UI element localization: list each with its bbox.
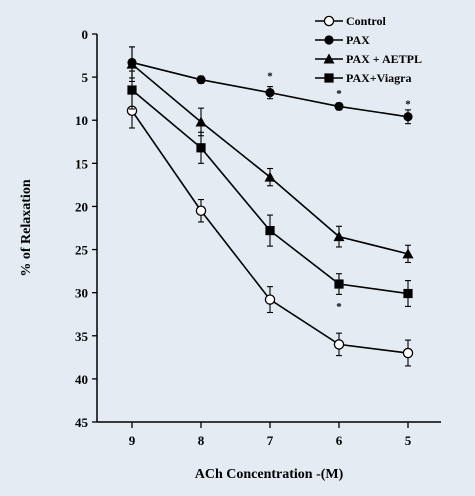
significance-asterisk: * (336, 301, 342, 313)
y-tick-label: 15 (75, 156, 89, 171)
significance-asterisk: * (336, 88, 342, 100)
y-tick-label: 20 (75, 199, 88, 214)
data-point (333, 339, 345, 350)
y-tick-label: 40 (75, 372, 88, 387)
legend-label: PAX + AETPL (346, 52, 422, 66)
legend-marker (323, 53, 335, 64)
x-tick-label: 7 (267, 433, 274, 448)
data-point (333, 231, 345, 242)
legend-item: PAX + AETPL (315, 52, 422, 66)
x-axis-title: ACh Concentration -(M) (195, 467, 344, 482)
legend-item: PAX+Viagra (315, 71, 412, 85)
x-tick-label: 9 (129, 433, 136, 448)
x-tick-label: 5 (405, 433, 412, 448)
series-pax-aetpl (126, 46, 414, 264)
legend-label: Control (346, 14, 386, 28)
y-tick-label: 25 (75, 243, 89, 258)
x-tick-label: 6 (336, 433, 343, 448)
series-pax-viagra (127, 70, 413, 308)
y-tick-label: 35 (75, 329, 89, 344)
data-point (265, 88, 275, 98)
legend-marker (324, 73, 334, 83)
legend-label: PAX+Viagra (346, 71, 412, 85)
data-point (334, 101, 344, 112)
y-axis-title: % of Relaxation (19, 179, 34, 276)
data-point (402, 248, 414, 259)
data-point (334, 279, 344, 289)
significance-asterisk: * (267, 71, 273, 83)
y-tick-label: 5 (82, 70, 89, 85)
data-point (403, 288, 413, 299)
legend-marker (323, 15, 335, 27)
data-point (126, 58, 138, 69)
data-point (195, 116, 207, 127)
legend-marker (324, 35, 334, 45)
y-tick-label: 0 (82, 27, 89, 42)
x-tick-label: 8 (198, 433, 205, 448)
data-point (195, 205, 207, 217)
significance-asterisk: * (405, 98, 411, 110)
data-point (196, 75, 206, 85)
y-tick-label: 45 (75, 415, 89, 430)
data-point (127, 85, 137, 95)
data-point (402, 347, 414, 359)
legend: Control PAX PAX + AETPL PAX+Viagra (315, 14, 422, 85)
data-point (265, 225, 275, 236)
legend-item: Control (315, 14, 386, 28)
data-point (264, 171, 276, 182)
data-point (264, 294, 276, 305)
legend-item: PAX (315, 33, 370, 47)
y-tick-label: 10 (75, 113, 88, 128)
y-tick-label: 30 (75, 286, 88, 301)
legend-label: PAX (346, 33, 370, 47)
data-point (196, 143, 206, 153)
data-point (403, 112, 413, 122)
